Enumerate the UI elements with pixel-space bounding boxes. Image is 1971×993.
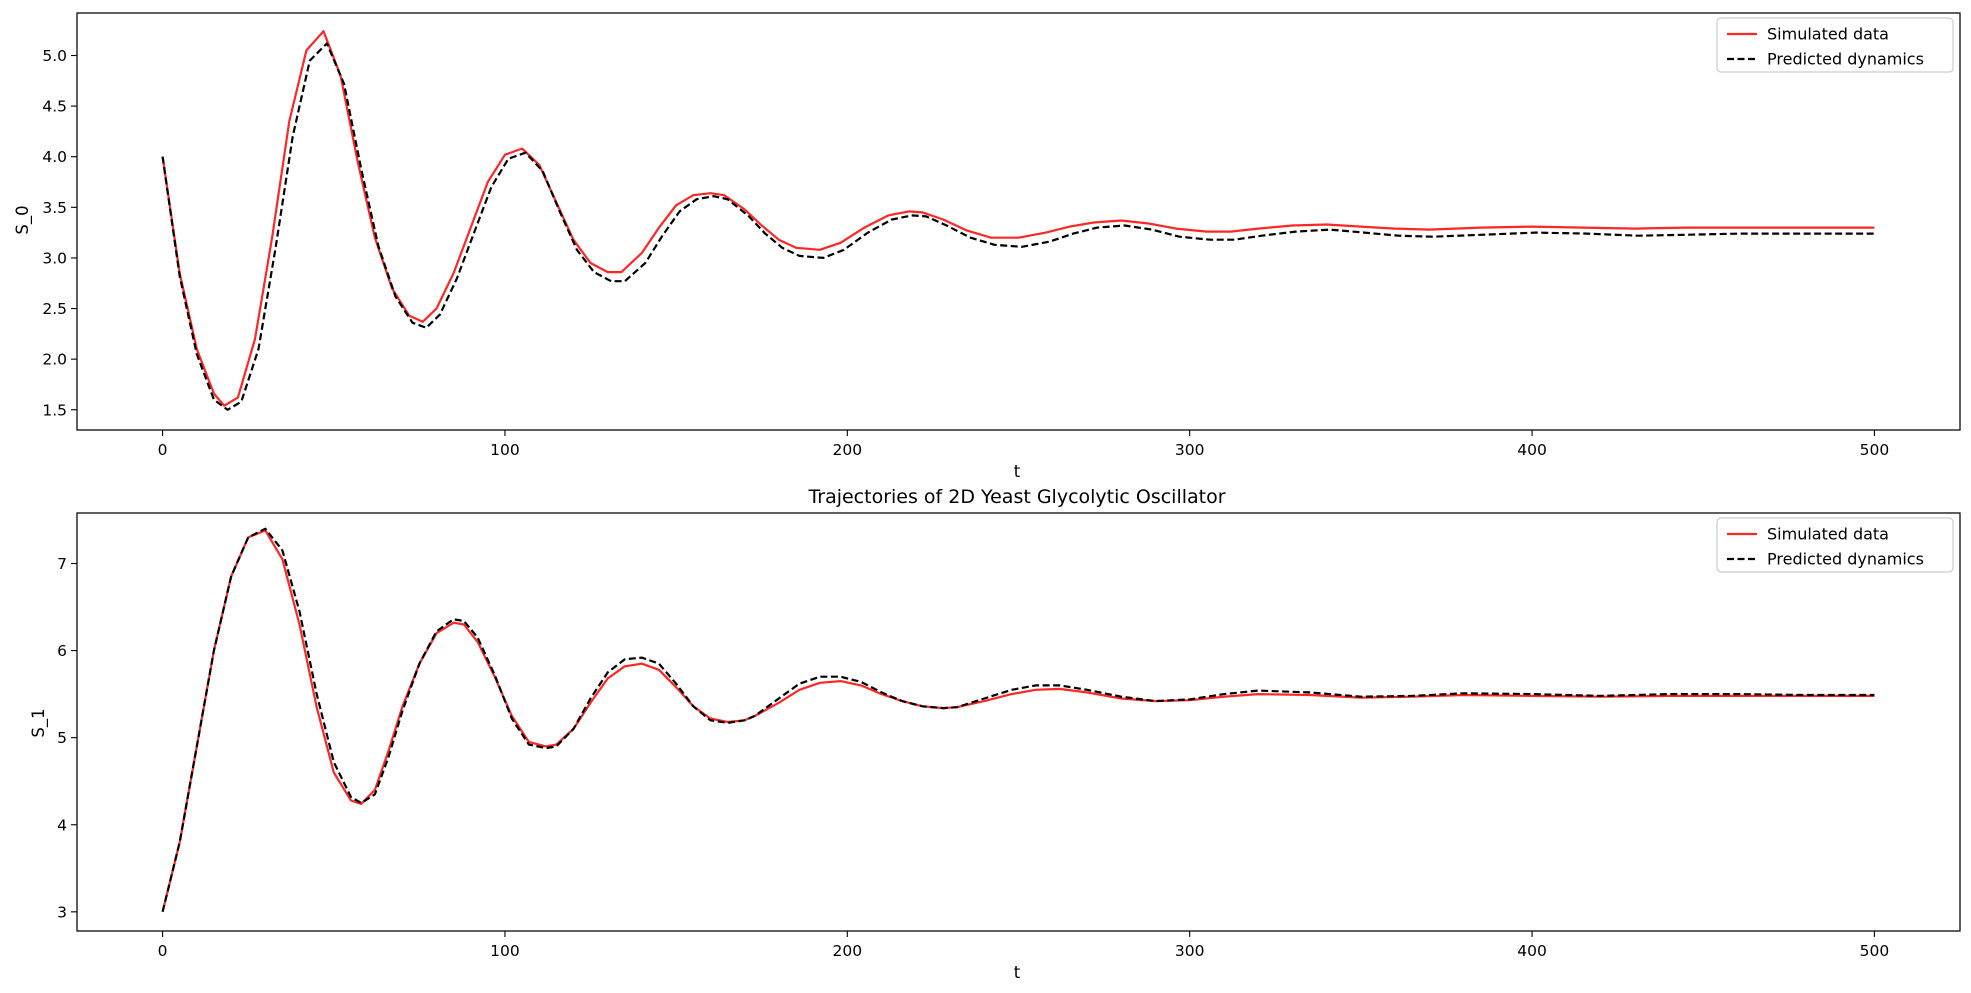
- top-x-tick-label: 200: [833, 441, 863, 459]
- top-y-axis-label: S_0: [13, 205, 33, 234]
- bottom-legend-box: [1716, 517, 1954, 573]
- bottom-chart-title: Trajectories of 2D Yeast Glycolytic Osci…: [807, 486, 1225, 508]
- bottom-series-predicted-dynamics-line: [161, 527, 1875, 913]
- bottom-y-tick-label: 3: [57, 903, 67, 921]
- bottom-y-axis-label: S_1: [29, 708, 49, 737]
- top-legend: Simulated data Predicted dynamics: [1716, 17, 1954, 73]
- bottom-y-tick-label: 7: [57, 555, 67, 573]
- bottom-x-tick-label: 500: [1860, 942, 1890, 960]
- top-series-predicted-dynamics-line: [161, 42, 1875, 411]
- top-y-tick-label: 4.0: [42, 148, 67, 166]
- top-x-tick-label: 400: [1517, 441, 1547, 459]
- top-series-simulated-data-line: [161, 30, 1875, 407]
- bottom-y-tick-label: 5: [57, 729, 67, 747]
- bottom-series-simulated-data-line: [161, 529, 1875, 913]
- bottom-x-tick-label: 200: [833, 942, 863, 960]
- bottom-subplot: Trajectories of 2D Yeast Glycolytic Osci…: [29, 486, 1961, 982]
- bottom-axes-frame: [76, 512, 1961, 932]
- top-axes-frame: [76, 12, 1961, 431]
- top-x-tick-label: 100: [490, 441, 520, 459]
- top-legend-label-simulated-data: Simulated data: [1767, 25, 1889, 44]
- bottom-y-tick-label: 4: [57, 816, 67, 834]
- top-x-axis-label: t: [1014, 462, 1021, 481]
- top-y-tick-label: 5.0: [42, 47, 67, 65]
- bottom-legend: Simulated data Predicted dynamics: [1716, 517, 1954, 573]
- top-y-tick-label: 2.5: [42, 300, 67, 318]
- top-subplot: S_0 t 0 100 200 300 400 500 1.5 2.0 2.5 3.0 3.5 4.0…: [13, 12, 1961, 481]
- top-legend-label-predicted-dynamics: Predicted dynamics: [1767, 50, 1924, 69]
- bottom-legend-label-simulated-data: Simulated data: [1767, 525, 1889, 544]
- top-y-tick-label: 3.5: [42, 199, 67, 217]
- bottom-x-axis-label: t: [1014, 963, 1021, 982]
- bottom-x-tick-label: 400: [1517, 942, 1547, 960]
- top-y-tick-label: 3.0: [42, 249, 67, 267]
- top-y-tick-label: 2.0: [42, 351, 67, 369]
- bottom-x-tick-label: 100: [490, 942, 520, 960]
- top-legend-box: [1716, 17, 1954, 73]
- top-y-tick-label: 1.5: [42, 401, 67, 419]
- top-x-tick-label: 300: [1175, 441, 1205, 459]
- bottom-y-tick-label: 6: [57, 642, 67, 660]
- bottom-legend-label-predicted-dynamics: Predicted dynamics: [1767, 550, 1924, 569]
- top-x-tick-label: 0: [158, 441, 168, 459]
- bottom-x-tick-label: 0: [158, 942, 168, 960]
- bottom-x-tick-label: 300: [1175, 942, 1205, 960]
- top-x-tick-label: 500: [1860, 441, 1890, 459]
- top-y-tick-label: 4.5: [42, 98, 67, 116]
